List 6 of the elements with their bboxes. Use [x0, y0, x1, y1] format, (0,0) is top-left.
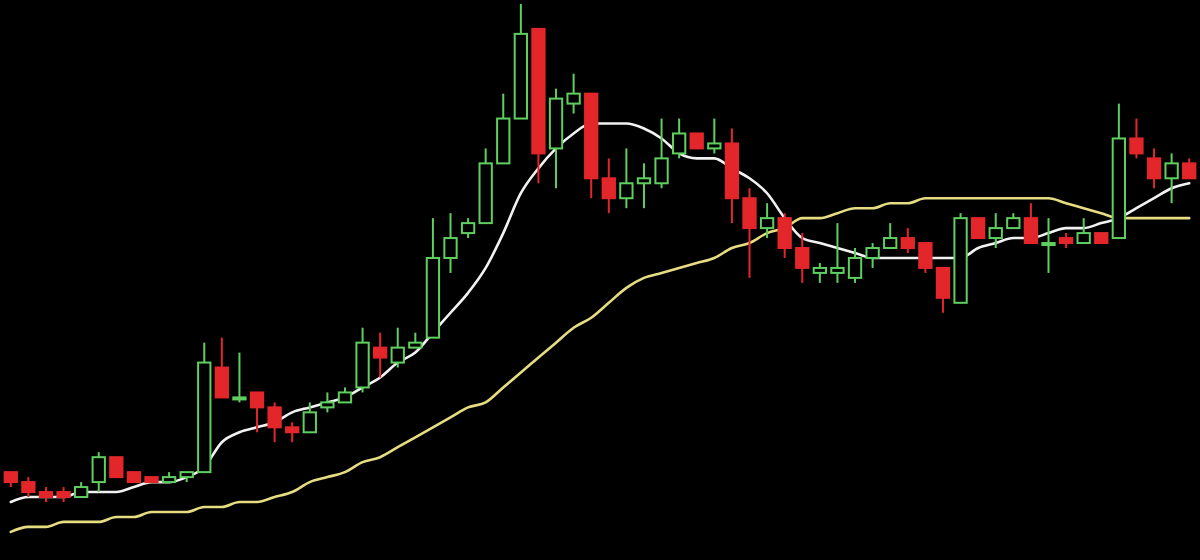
candlestick: [1164, 152, 1179, 205]
candlestick: [1146, 147, 1162, 190]
candlestick: [759, 202, 775, 240]
candlestick: [372, 331, 388, 379]
candlestick: [1041, 217, 1056, 274]
candlestick: [601, 157, 616, 215]
